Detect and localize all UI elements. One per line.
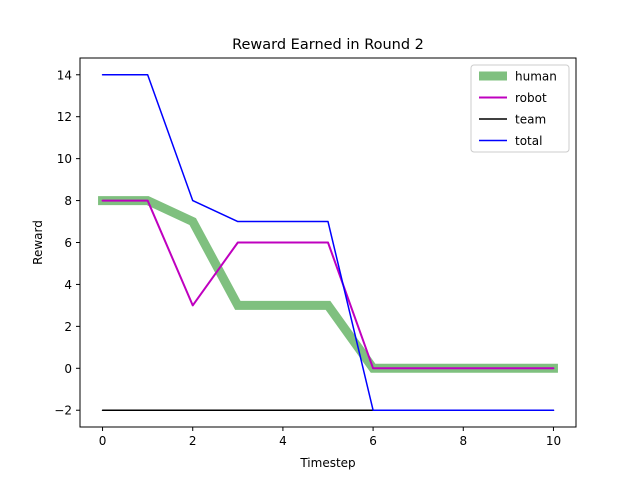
x-tick-label: 2 bbox=[189, 434, 197, 448]
series-line-robot bbox=[101, 199, 555, 370]
legend-label-human: human bbox=[515, 70, 557, 84]
legend-box bbox=[470, 64, 570, 153]
y-tick-label: −2 bbox=[54, 404, 72, 418]
y-tick-label: 6 bbox=[64, 236, 72, 250]
y-tick-label: 8 bbox=[64, 194, 72, 208]
y-tick-label: 10 bbox=[57, 152, 72, 166]
y-tick-label: 0 bbox=[64, 362, 72, 376]
y-tick-label: 12 bbox=[57, 110, 72, 124]
axes: 0 2 4 6 8 10 −2 0 2 4 6 8 10 12 14 bbox=[54, 68, 561, 448]
legend-label-total: total bbox=[515, 134, 542, 148]
x-tick-label: 0 bbox=[99, 434, 107, 448]
x-axis-label: Timestep bbox=[299, 456, 355, 470]
y-axis-label: Reward bbox=[31, 220, 45, 265]
x-tick-label: 10 bbox=[546, 434, 561, 448]
x-tick-label: 6 bbox=[369, 434, 377, 448]
x-tick-label: 4 bbox=[279, 434, 287, 448]
series-line-total bbox=[101, 74, 555, 411]
x-tick-label: 8 bbox=[459, 434, 467, 448]
legend-label-robot: robot bbox=[515, 91, 547, 105]
y-tick-label: 4 bbox=[64, 278, 72, 292]
y-tick-label: 2 bbox=[64, 320, 72, 334]
legend-label-team: team bbox=[515, 113, 546, 127]
y-tick-label: 14 bbox=[57, 68, 72, 82]
plot-area bbox=[98, 74, 558, 411]
legend: human robot team total bbox=[470, 64, 570, 153]
chart-title: Reward Earned in Round 2 bbox=[232, 37, 424, 53]
